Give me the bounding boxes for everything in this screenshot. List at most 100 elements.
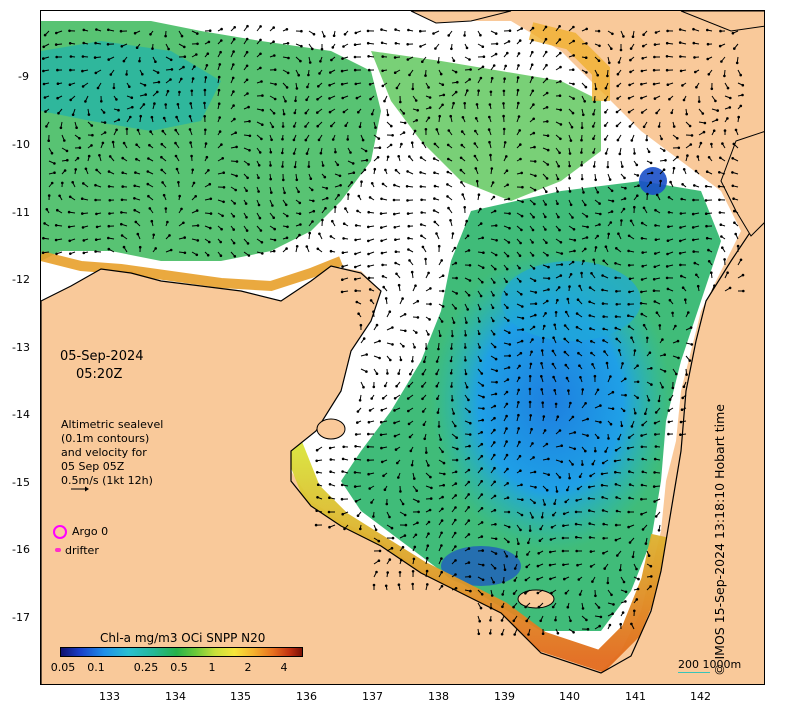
velocity-arrow-head [741,83,745,87]
velocity-arrow-head [640,111,644,114]
velocity-arrow-head [537,552,540,555]
velocity-arrow-head [67,225,71,229]
velocity-arrow-head [717,185,721,188]
velocity-arrow-head [381,84,385,88]
velocity-arrow-head [492,581,496,584]
velocity-arrow-head [631,35,635,38]
velocity-arrow-head [63,139,66,142]
velocity-arrow-head [245,229,249,232]
velocity-arrow-head [246,176,249,180]
velocity-arrow-head [195,253,199,257]
velocity-arrow-head [177,181,180,184]
velocity-arrow-head [533,145,536,149]
velocity-arrow-head [475,179,479,183]
velocity-arrow-head [555,490,559,493]
velocity-arrow-head [667,225,670,228]
velocity-arrow-head [328,97,331,100]
velocity-arrow-head [694,70,697,74]
velocity-arrow-head [627,96,631,100]
velocity-arrow-head [380,446,383,450]
velocity-arrow-head [646,336,649,340]
velocity-arrow-head [82,28,86,32]
velocity-arrow-head [81,55,85,58]
velocity-arrow-head [588,314,592,317]
velocity-arrow-head [736,244,740,248]
velocity-arrow-head [325,187,329,190]
velocity-arrow-head [393,421,396,425]
velocity-arrow-head [388,558,392,561]
velocity-arrow-head [397,155,401,158]
velocity-arrow-head [381,182,385,186]
velocity-arrow-head [454,90,458,94]
velocity-arrow-head [420,234,423,238]
velocity-arrow-head [151,47,154,50]
coastal-band-north [41,251,343,292]
velocity-arrow-head [564,591,568,595]
velocity-arrow-head [635,567,638,571]
velocity-arrow-head [353,43,357,46]
chl-teal-field-nw [41,41,221,131]
velocity-arrow-head [50,181,54,185]
velocity-arrow-head [492,319,495,323]
velocity-arrow-head [235,145,238,149]
velocity-arrows [41,24,745,636]
velocity-arrow-head [602,537,605,540]
velocity-arrow-head [689,143,693,146]
velocity-arrow-head [205,64,209,67]
velocity-arrow-head [526,553,529,556]
velocity-arrow-head [492,195,496,199]
velocity-arrow-head [532,117,535,121]
velocity-arrow-head [596,388,600,392]
velocity-arrow-head [544,312,547,315]
velocity-arrow-head [577,351,580,355]
velocity-arrow-head [674,324,677,328]
velocity-arrow-head [653,421,657,425]
velocity-arrow-head [467,480,471,484]
velocity-arrow-head [608,623,612,627]
velocity-arrow-head [679,55,682,58]
velocity-arrow-head [517,101,520,105]
velocity-arrow-head [553,389,556,392]
velocity-arrow-head [189,102,192,105]
velocity-arrow-head [507,40,511,43]
velocity-arrow-head [393,71,397,74]
velocity-arrow-head [580,126,584,129]
velocity-arrow-head [505,169,509,172]
velocity-arrow-head [421,141,425,145]
velocity-arrow-head [604,98,607,102]
velocity-arrow-head [667,196,671,199]
velocity-arrow-head [531,516,534,519]
velocity-arrow-head [721,246,724,249]
velocity-arrow-head [666,239,670,242]
velocity-arrow-head [281,137,284,141]
velocity-arrow-head [500,632,504,636]
velocity-arrow-head [691,212,695,216]
velocity-arrow-head [519,351,523,355]
velocity-arrow-head [599,420,602,424]
velocity-arrow-head [504,64,508,68]
velocity-arrow-head [43,96,47,99]
velocity-arrow-head [393,226,397,229]
velocity-arrow-head [90,144,93,147]
velocity-arrow-head [682,385,686,389]
velocity-arrow-head [627,325,631,328]
velocity-arrow-head [298,212,302,215]
velocity-arrow-head [374,528,378,532]
velocity-arrow-head [380,197,383,201]
velocity-arrow-head [195,209,199,212]
map-panel[interactable] [40,10,765,685]
velocity-arrow-head [122,245,126,249]
velocity-arrow-head [591,462,595,466]
velocity-arrow-head [248,120,251,123]
velocity-arrow-head [502,89,506,93]
velocity-arrow-head [94,41,97,45]
velocity-arrow-head [414,99,418,102]
velocity-arrow-head [545,63,548,67]
velocity-arrow-head [494,224,498,227]
velocity-arrow-head [222,186,226,189]
velocity-arrow-head [553,323,556,327]
colorbar-tick: 0.5 [170,661,188,674]
velocity-arrow-head [636,194,639,197]
velocity-arrow-head [609,375,612,378]
velocity-arrow-head [217,102,221,105]
